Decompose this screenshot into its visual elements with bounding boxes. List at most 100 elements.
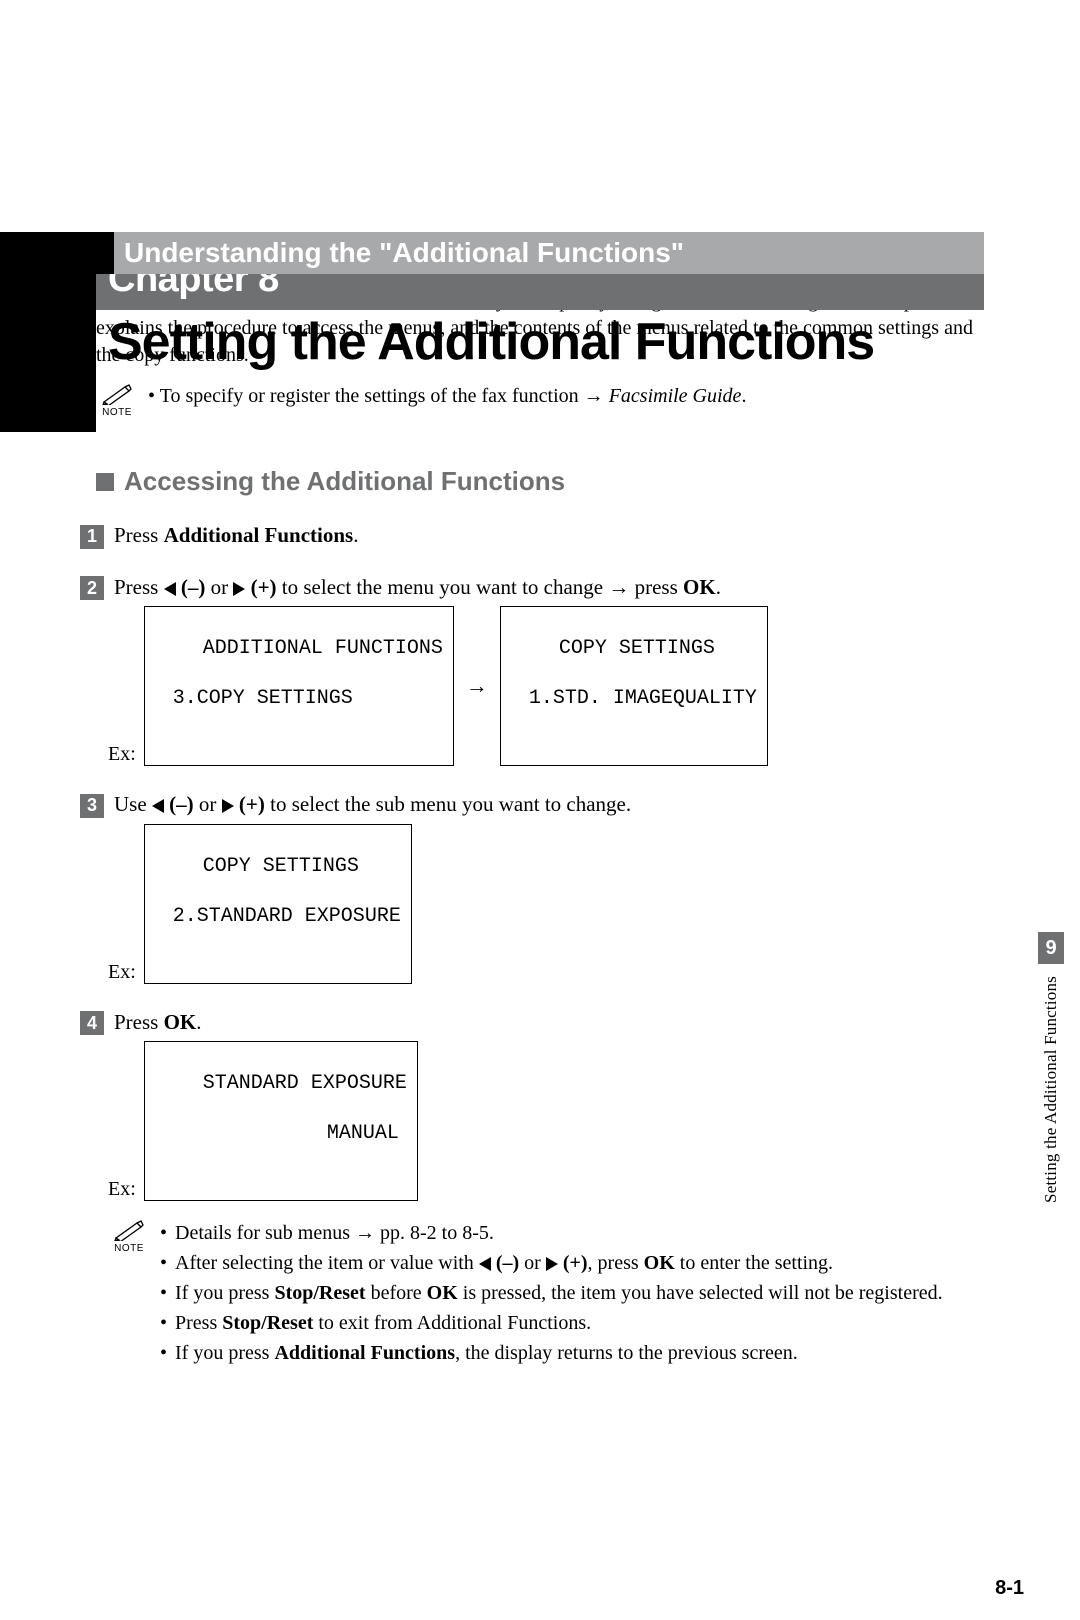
arrow-icon: →	[462, 673, 492, 699]
lcd-line: COPY SETTINGS	[559, 637, 715, 660]
t: (+)	[234, 792, 265, 816]
triangle-left-icon	[152, 799, 164, 813]
page-number: 8-1	[995, 1577, 1024, 1600]
lcd-display: COPY SETTINGS 2.STANDARD EXPOSURE	[144, 824, 412, 984]
t: After selecting the item or value with	[175, 1252, 479, 1274]
note-bullet-list: •Details for sub menus → pp. 8-2 to 8-5.…	[160, 1219, 943, 1369]
t: OK	[164, 1010, 197, 1034]
step-text: Press OK.	[114, 1010, 202, 1035]
side-tab-badge: 9	[1038, 932, 1064, 964]
t: or	[194, 792, 222, 816]
lcd-line: 2.STANDARD EXPOSURE	[155, 904, 401, 929]
step-text-post: .	[353, 523, 358, 547]
t: , the display returns to the previous sc…	[455, 1342, 798, 1364]
lcd-display: ADDITIONAL FUNCTIONS 3.COPY SETTINGS	[144, 606, 454, 766]
step-text-pre: Press	[114, 523, 164, 547]
step-text: Press Additional Functions.	[114, 523, 358, 548]
lcd-line: STANDARD EXPOSURE	[203, 1072, 407, 1095]
t: is pressed, the item you have selected w…	[458, 1282, 943, 1304]
lcd-display: STANDARD EXPOSURE MANUAL	[144, 1041, 418, 1201]
lcd-line: ADDITIONAL FUNCTIONS	[203, 637, 443, 660]
t: before	[366, 1282, 427, 1304]
t: Stop/Reset	[222, 1312, 313, 1334]
t: Press Stop/Reset to exit from Additional…	[175, 1309, 591, 1337]
t: to select the menu you want to change → …	[277, 575, 683, 599]
t: (–)	[164, 792, 194, 816]
step-2: 2 Press (–) or (+) to select the menu yo…	[80, 575, 984, 601]
t: After selecting the item or value with (…	[175, 1249, 833, 1277]
t: Press	[114, 575, 164, 599]
example-label: Ex:	[108, 961, 136, 984]
step-text: Use (–) or (+) to select the sub menu yo…	[114, 792, 631, 817]
note-text: • To specify or register the settings of…	[148, 383, 746, 410]
note-label: NOTE	[114, 1243, 144, 1254]
note-text-suffix: .	[741, 385, 746, 407]
t: .	[196, 1010, 201, 1034]
subsection-heading: Accessing the Additional Functions	[96, 466, 984, 497]
example-label: Ex:	[108, 1178, 136, 1201]
t: , press	[588, 1252, 644, 1274]
step-4-example: Ex: STANDARD EXPOSURE MANUAL	[108, 1041, 984, 1201]
t: If you press	[175, 1282, 274, 1304]
t: Press	[114, 1010, 164, 1034]
step-text: Press (–) or (+) to select the menu you …	[114, 575, 721, 600]
list-item: •If you press Stop/Reset before OK is pr…	[160, 1279, 943, 1307]
t: (+)	[245, 575, 276, 599]
lcd-line: 3.COPY SETTINGS	[155, 686, 443, 711]
subsection-square-icon	[96, 473, 114, 491]
note-icon: NOTE	[96, 383, 138, 418]
t: .	[716, 575, 721, 599]
list-item: •After selecting the item or value with …	[160, 1249, 943, 1277]
note-text-emph: Facsimile Guide	[609, 385, 742, 407]
note-label: NOTE	[102, 407, 132, 418]
step-text-bold: Additional Functions	[164, 523, 354, 547]
t: to enter the setting.	[675, 1252, 833, 1274]
t: (–)	[176, 575, 206, 599]
triangle-right-icon	[222, 799, 234, 813]
t: Additional Functions	[274, 1342, 455, 1364]
t: to select the sub menu you want to chang…	[265, 792, 631, 816]
step-number: 1	[80, 525, 104, 549]
lcd-line: COPY SETTINGS	[203, 855, 359, 878]
step-4: 4 Press OK.	[80, 1010, 984, 1036]
section-heading-title: Understanding the "Additional Functions"	[124, 237, 684, 269]
final-note-block: NOTE •Details for sub menus → pp. 8-2 to…	[108, 1219, 984, 1369]
note-row: NOTE • To specify or register the settin…	[96, 383, 984, 418]
step-3-example: Ex: COPY SETTINGS 2.STANDARD EXPOSURE	[108, 824, 984, 984]
t: (–)	[491, 1252, 519, 1274]
triangle-right-icon	[233, 582, 245, 596]
section-heading-bar: Understanding the "Additional Functions"	[96, 232, 984, 274]
chapter-title: Setting the Additional Functions	[108, 314, 874, 371]
step-number: 3	[80, 794, 104, 818]
example-label: Ex:	[108, 743, 136, 766]
triangle-left-icon	[164, 582, 176, 596]
t: If you press Stop/Reset before OK is pre…	[175, 1279, 943, 1307]
header-black-accent	[0, 232, 96, 432]
t: to exit from Additional Functions.	[313, 1312, 591, 1334]
t: If you press	[175, 1342, 274, 1364]
t: Use	[114, 792, 152, 816]
step-3: 3 Use (–) or (+) to select the sub menu …	[80, 792, 984, 818]
side-tab: 9 Setting the Additional Functions	[1036, 932, 1066, 1203]
list-item: •If you press Additional Functions, the …	[160, 1339, 943, 1367]
note-icon: NOTE	[108, 1219, 150, 1254]
step-number: 2	[80, 576, 104, 600]
t: OK	[683, 575, 716, 599]
lcd-display: COPY SETTINGS 1.STD. IMAGEQUALITY	[500, 606, 768, 766]
t: (+)	[558, 1252, 588, 1274]
t: OK	[427, 1282, 458, 1304]
section-heading-accent	[96, 232, 114, 274]
list-item: •Details for sub menus → pp. 8-2 to 8-5.	[160, 1219, 943, 1247]
t: Press	[175, 1312, 222, 1334]
lcd-line: 1.STD. IMAGEQUALITY	[511, 686, 757, 711]
lcd-line: MANUAL	[155, 1121, 407, 1146]
subsection-title: Accessing the Additional Functions	[124, 466, 565, 497]
t: Details for sub menus → pp. 8-2 to 8-5.	[175, 1219, 494, 1247]
t: or	[205, 575, 233, 599]
t: If you press Additional Functions, the d…	[175, 1339, 798, 1367]
note-text-prefix: • To specify or register the settings of…	[148, 385, 609, 407]
t: OK	[644, 1252, 675, 1274]
t: or	[519, 1252, 546, 1274]
step-2-example: Ex: ADDITIONAL FUNCTIONS 3.COPY SETTINGS…	[108, 606, 984, 766]
t: Stop/Reset	[274, 1282, 365, 1304]
